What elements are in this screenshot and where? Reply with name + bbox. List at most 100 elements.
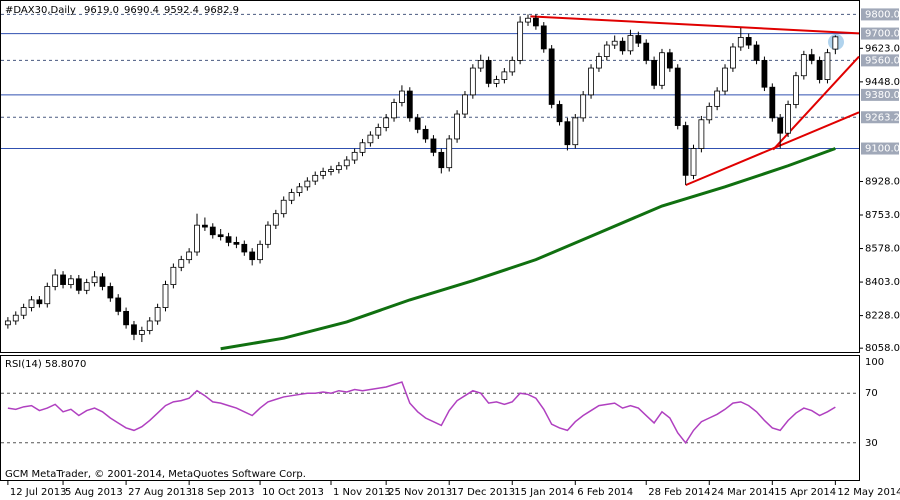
x-tick-label: 10 Oct 2013 <box>262 487 324 498</box>
y-tick-label: 8228.0 <box>865 311 900 322</box>
candle-body <box>280 199 287 215</box>
candle-body <box>824 52 831 80</box>
candle-body <box>643 42 650 61</box>
candle-body <box>714 90 721 107</box>
level-label: 9100.0 <box>865 144 900 155</box>
candle-body <box>304 180 311 188</box>
candle-body <box>12 314 19 322</box>
trendline <box>772 55 860 151</box>
y-tick-label: 9623.0 <box>865 43 900 54</box>
trendline <box>685 111 860 187</box>
candle-body <box>556 104 563 123</box>
rsi-tick-label: 30 <box>865 438 878 449</box>
level-tag <box>861 142 899 155</box>
candle-body <box>146 320 153 331</box>
candle-body <box>60 274 66 285</box>
candle-body <box>753 44 760 61</box>
candle-body <box>651 59 658 86</box>
candle-body <box>540 25 547 50</box>
candle-body <box>722 67 728 92</box>
candle-body <box>674 67 681 126</box>
level-tag <box>861 27 899 40</box>
y-tick-label: 8058.0 <box>865 343 900 354</box>
level-tag <box>861 54 899 67</box>
candle-body <box>548 48 555 105</box>
candle-body <box>525 17 531 23</box>
candle-body <box>509 59 516 73</box>
candle-body <box>785 104 791 134</box>
x-tick-label: 24 Mar 2014 <box>711 487 774 498</box>
candle-body <box>446 138 453 169</box>
candle-body <box>454 113 460 140</box>
candle-body <box>659 52 665 86</box>
footer: GCM MetaTrader, © 2001-2014, MetaQuotes … <box>5 469 306 480</box>
candle-body <box>194 224 200 253</box>
candle-body <box>666 52 673 69</box>
candle-body <box>162 284 169 308</box>
candle-body <box>328 169 334 172</box>
candle-body <box>414 117 421 130</box>
candle-body <box>312 174 319 182</box>
x-tick-label: 28 Feb 2014 <box>648 487 710 498</box>
candle-body <box>706 105 713 121</box>
header-close: 9682.9 <box>204 5 239 16</box>
candle-body <box>816 59 823 80</box>
candle-body <box>20 307 27 316</box>
trendline <box>530 15 860 35</box>
candle-body <box>572 117 579 146</box>
candle-body <box>359 142 366 153</box>
level-label: 9800.0 <box>865 9 900 20</box>
y-tick-label: 8403.0 <box>865 277 900 288</box>
rsi-panel <box>0 355 860 481</box>
candle-body <box>698 119 705 149</box>
candle-body <box>485 59 492 84</box>
candle-body <box>430 138 437 153</box>
candle-body <box>217 234 224 238</box>
candle-body <box>296 186 303 193</box>
candle-body <box>225 236 232 243</box>
header-symbol: #DAX30,Daily <box>5 5 76 16</box>
level-tag <box>861 111 899 124</box>
candle-body <box>627 35 634 52</box>
x-tick-label: 15 Apr 2014 <box>774 487 836 498</box>
header-high: 9690.4 <box>124 5 159 16</box>
candle-body <box>469 67 476 96</box>
x-tick-label: 12 Jul 2013 <box>10 487 67 498</box>
rsi-line <box>7 381 836 445</box>
candle-body <box>154 307 161 322</box>
candle-body <box>690 148 697 176</box>
candle-body <box>730 46 736 69</box>
candle-body <box>596 56 602 69</box>
candle-body <box>91 276 98 284</box>
y-tick-label: 8928.0 <box>865 176 900 187</box>
candle-body <box>501 71 508 80</box>
level-label: 9380.0 <box>865 90 900 101</box>
candle-body <box>123 310 129 326</box>
candle-body <box>209 226 216 236</box>
candle-body <box>28 299 35 308</box>
candle-body <box>737 37 744 48</box>
candle-body <box>406 90 413 119</box>
candle-body <box>272 213 279 226</box>
y-tick-label: 8753.0 <box>865 210 900 221</box>
candle-body <box>635 35 642 44</box>
candle-body <box>233 242 240 245</box>
header-open: 9619.0 <box>84 5 119 16</box>
candle-body <box>186 251 193 261</box>
candle-body <box>107 286 114 299</box>
level-tag <box>861 8 899 21</box>
candle-body <box>335 165 342 171</box>
candle-body <box>99 276 106 287</box>
candle-body <box>399 90 405 103</box>
rsi-tick-label: 70 <box>865 388 878 399</box>
candle-body <box>462 94 468 115</box>
candle-body <box>745 37 752 46</box>
y-tick-label: 9448.0 <box>865 77 900 88</box>
candle-body <box>343 159 350 167</box>
y-tick-label: 8578.0 <box>865 244 900 255</box>
candle-body <box>68 278 74 285</box>
candle-body <box>438 151 445 169</box>
candle-body <box>761 59 768 88</box>
x-tick-label: 15 Jan 2014 <box>514 487 574 498</box>
